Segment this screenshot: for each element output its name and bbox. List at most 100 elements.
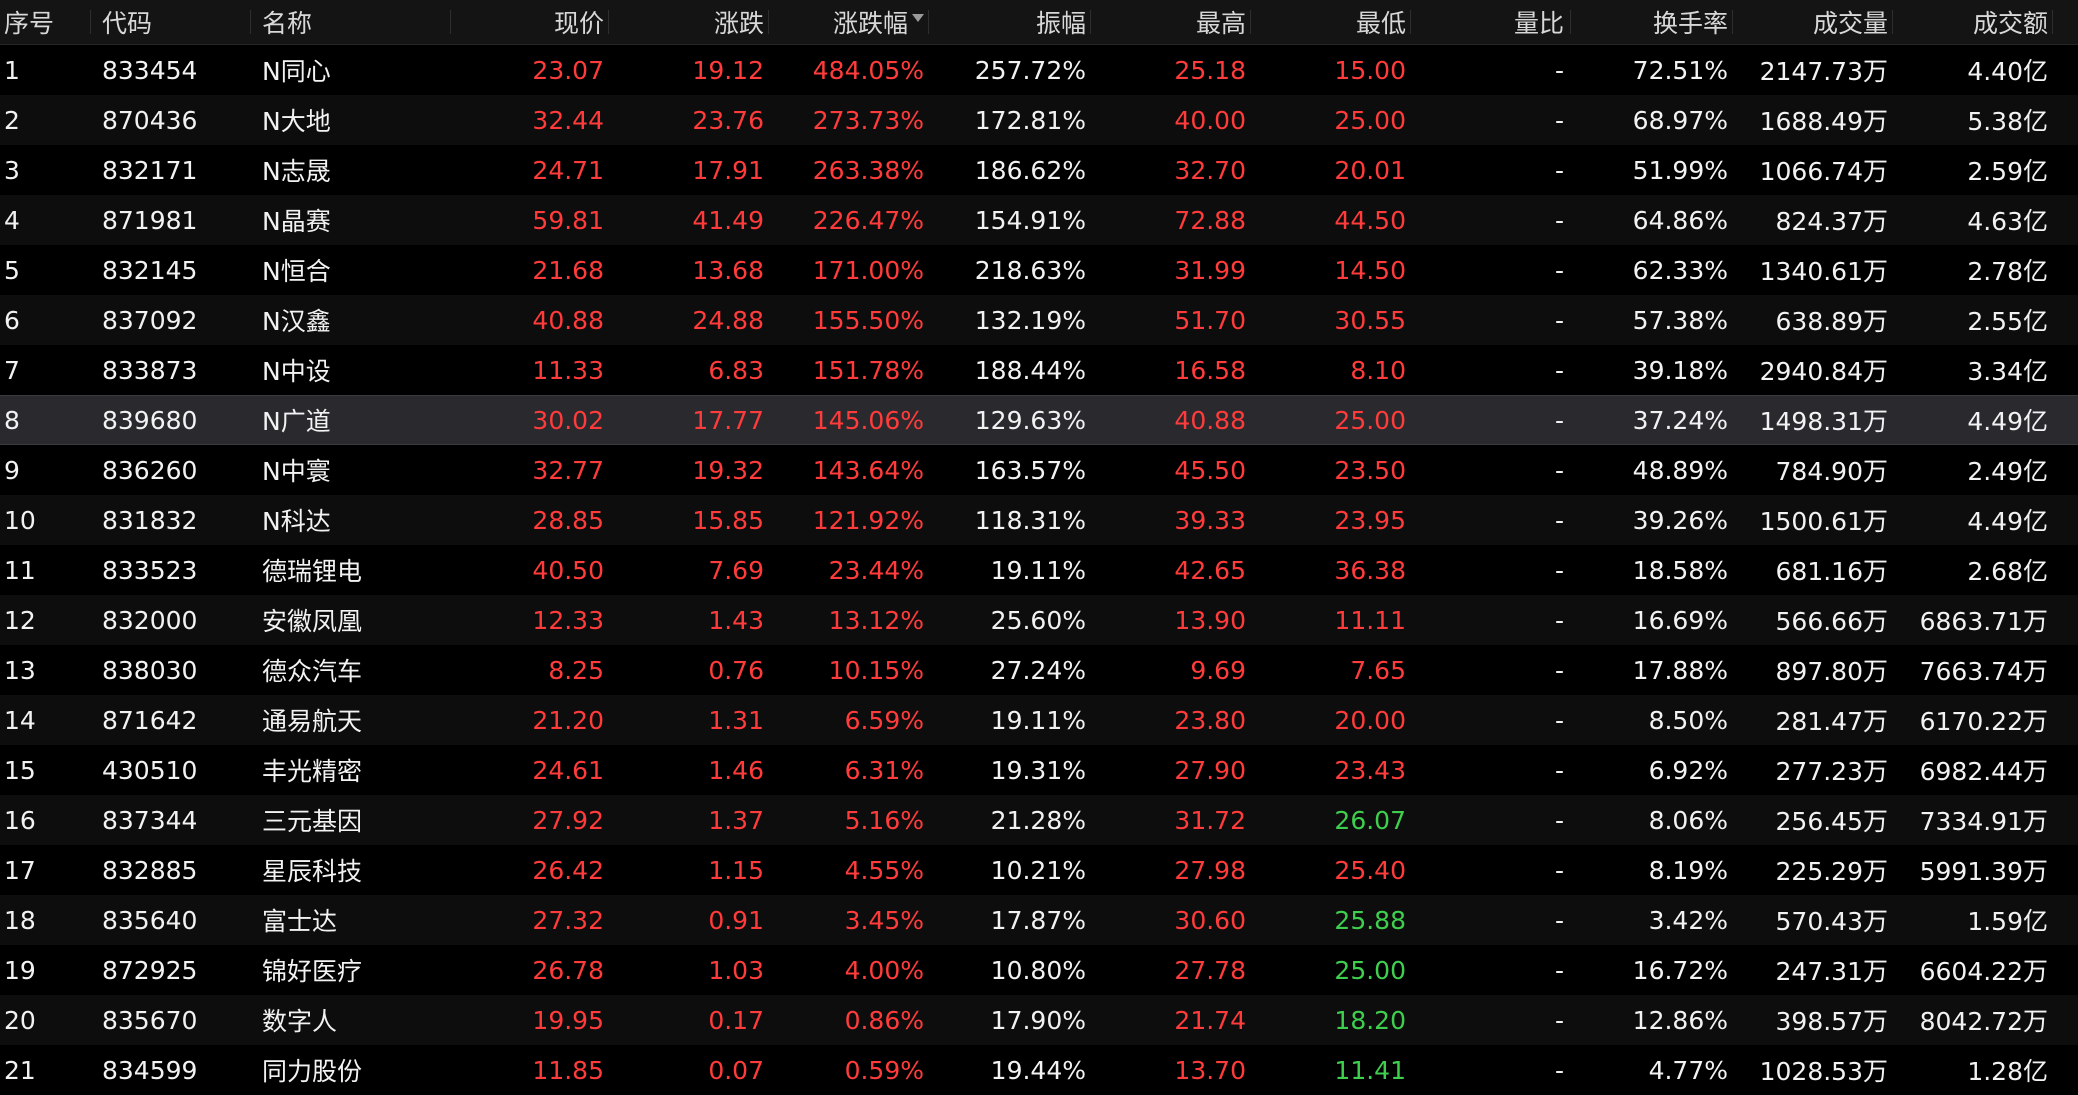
header-high[interactable]: 最高	[1090, 0, 1250, 44]
header-low[interactable]: 最低	[1250, 0, 1410, 44]
cell-change-pct: 0.86%	[844, 1005, 924, 1035]
table-row[interactable]: 20 835670 数字人 19.95 0.17 0.86% 17.90% 21.74 18.2…	[0, 995, 2078, 1045]
cell-seq: 11	[4, 555, 36, 585]
cell-seq: 19	[4, 955, 36, 985]
table-row[interactable]: 2 870436 N大地 32.44 23.76 273.73% 172.81% 40.00 2…	[0, 95, 2078, 145]
cell-seq: 15	[4, 755, 36, 785]
row-spacer	[2052, 545, 2078, 595]
table-row[interactable]: 15 430510 丰光精密 24.61 1.46 6.31% 19.31% 27.90 23.…	[0, 745, 2078, 795]
table-row[interactable]: 13 838030 德众汽车 8.25 0.76 10.15% 27.24% 9.69 7.65…	[0, 645, 2078, 695]
cell-name: 数字人	[262, 1007, 338, 1036]
header-turnover[interactable]: 换手率	[1570, 0, 1732, 44]
table-row[interactable]: 18 835640 富士达 27.32 0.91 3.45% 17.87% 30.60 25.8…	[0, 895, 2078, 945]
header-high-label: 最高	[1195, 9, 1246, 38]
table-row[interactable]: 16 837344 三元基因 27.92 1.37 5.16% 21.28% 31.72 26.…	[0, 795, 2078, 845]
cell-price: 40.88	[532, 305, 604, 335]
cell-amount: 2.78亿	[1967, 257, 2048, 286]
cell-seq: 13	[4, 655, 36, 685]
cell-volume: 1028.53万	[1759, 1057, 1888, 1086]
cell-turnover: 68.97%	[1632, 105, 1728, 135]
cell-volume-ratio: -	[1554, 255, 1564, 285]
table-row[interactable]: 21 834599 同力股份 11.85 0.07 0.59% 19.44% 13.70 11.…	[0, 1045, 2078, 1095]
cell-name: 德瑞锂电	[262, 557, 363, 586]
table-row[interactable]: 3 832171 N志晟 24.71 17.91 263.38% 186.62% 32.70 2…	[0, 145, 2078, 195]
cell-code: 833873	[102, 355, 198, 385]
cell-low: 8.10	[1350, 355, 1406, 385]
row-spacer	[2052, 845, 2078, 895]
header-change-pct[interactable]: 涨跌幅	[768, 0, 928, 44]
cell-change-pct: 23.44%	[828, 555, 924, 585]
cell-amplitude: 188.44%	[974, 355, 1086, 385]
table-row[interactable]: 9 836260 N中寰 32.77 19.32 143.64% 163.57% 45.50 2…	[0, 445, 2078, 495]
table-row[interactable]: 17 832885 星辰科技 26.42 1.15 4.55% 10.21% 27.98 25.…	[0, 845, 2078, 895]
row-spacer	[2052, 745, 2078, 795]
cell-price: 28.85	[532, 505, 604, 535]
table-row[interactable]: 8 839680 N广道 30.02 17.77 145.06% 129.63% 40.88 2…	[0, 395, 2078, 445]
cell-turnover: 51.99%	[1632, 155, 1728, 185]
table-row[interactable]: 10 831832 N科达 28.85 15.85 121.92% 118.31% 39.33…	[0, 495, 2078, 545]
cell-change-pct: 226.47%	[812, 205, 924, 235]
cell-volume: 638.89万	[1775, 307, 1888, 336]
cell-turnover: 16.69%	[1632, 605, 1728, 635]
cell-name: 三元基因	[262, 807, 363, 836]
cell-volume-ratio: -	[1554, 305, 1564, 335]
cell-volume: 897.80万	[1775, 657, 1888, 686]
cell-price: 24.71	[532, 155, 604, 185]
cell-seq: 4	[4, 205, 20, 235]
cell-change: 1.37	[708, 805, 764, 835]
header-price[interactable]: 现价	[450, 0, 608, 44]
sort-desc-icon	[912, 14, 924, 22]
cell-low: 15.00	[1334, 55, 1406, 85]
row-spacer	[2052, 695, 2078, 745]
cell-volume: 2940.84万	[1759, 357, 1888, 386]
cell-low: 7.65	[1350, 655, 1406, 685]
cell-name: N同心	[262, 57, 331, 86]
cell-turnover: 37.24%	[1632, 405, 1728, 435]
cell-volume: 277.23万	[1775, 757, 1888, 786]
table-row[interactable]: 5 832145 N恒合 21.68 13.68 171.00% 218.63% 31.99 1…	[0, 245, 2078, 295]
cell-change-pct: 3.45%	[844, 905, 924, 935]
header-code-label: 代码	[102, 9, 153, 38]
cell-turnover: 39.18%	[1632, 355, 1728, 385]
cell-code: 834599	[102, 1055, 198, 1085]
cell-seq: 3	[4, 155, 20, 185]
cell-name: N大地	[262, 107, 331, 136]
header-amplitude-label: 振幅	[1035, 9, 1086, 38]
cell-amount: 2.55亿	[1967, 307, 2048, 336]
table-row[interactable]: 19 872925 锦好医疗 26.78 1.03 4.00% 10.80% 27.78 25.…	[0, 945, 2078, 995]
header-seq[interactable]: 序号	[0, 0, 90, 44]
table-row[interactable]: 12 832000 安徽凤凰 12.33 1.43 13.12% 25.60% 13.90 11…	[0, 595, 2078, 645]
cell-seq: 20	[4, 1005, 36, 1035]
table-row[interactable]: 7 833873 N中设 11.33 6.83 151.78% 188.44% 16.58 8.…	[0, 345, 2078, 395]
header-code[interactable]: 代码	[90, 0, 250, 44]
cell-high: 31.99	[1174, 255, 1246, 285]
header-volume[interactable]: 成交量	[1732, 0, 1892, 44]
cell-amount: 4.49亿	[1967, 407, 2048, 436]
header-amount[interactable]: 成交额	[1892, 0, 2052, 44]
header-name[interactable]: 名称	[250, 0, 450, 44]
cell-volume-ratio: -	[1554, 505, 1564, 535]
cell-turnover: 4.77%	[1648, 1055, 1728, 1085]
cell-price: 21.20	[532, 705, 604, 735]
header-volume-ratio[interactable]: 量比	[1410, 0, 1570, 44]
table-row[interactable]: 14 871642 通易航天 21.20 1.31 6.59% 19.11% 23.80 20.…	[0, 695, 2078, 745]
cell-price: 32.77	[532, 455, 604, 485]
header-change-label: 涨跌	[713, 9, 764, 38]
header-change[interactable]: 涨跌	[608, 0, 768, 44]
header-amplitude[interactable]: 振幅	[928, 0, 1090, 44]
table-row[interactable]: 6 837092 N汉鑫 40.88 24.88 155.50% 132.19% 51.70 3…	[0, 295, 2078, 345]
cell-low: 25.88	[1334, 905, 1406, 935]
cell-high: 13.90	[1174, 605, 1246, 635]
header-spacer	[2052, 0, 2078, 44]
row-spacer	[2052, 345, 2078, 395]
table-row[interactable]: 11 833523 德瑞锂电 40.50 7.69 23.44% 19.11% 42.65 36…	[0, 545, 2078, 595]
row-spacer	[2052, 595, 2078, 645]
table-row[interactable]: 1 833454 N同心 23.07 19.12 484.05% 257.72% 25.18 1…	[0, 45, 2078, 95]
cell-volume-ratio: -	[1554, 705, 1564, 735]
cell-name: N晶赛	[262, 207, 331, 236]
table-row[interactable]: 4 871981 N晶赛 59.81 41.49 226.47% 154.91% 72.88 4…	[0, 195, 2078, 245]
cell-volume-ratio: -	[1554, 55, 1564, 85]
cell-change: 19.32	[692, 455, 764, 485]
cell-low: 23.95	[1334, 505, 1406, 535]
cell-amount: 6170.22万	[1919, 707, 2048, 736]
